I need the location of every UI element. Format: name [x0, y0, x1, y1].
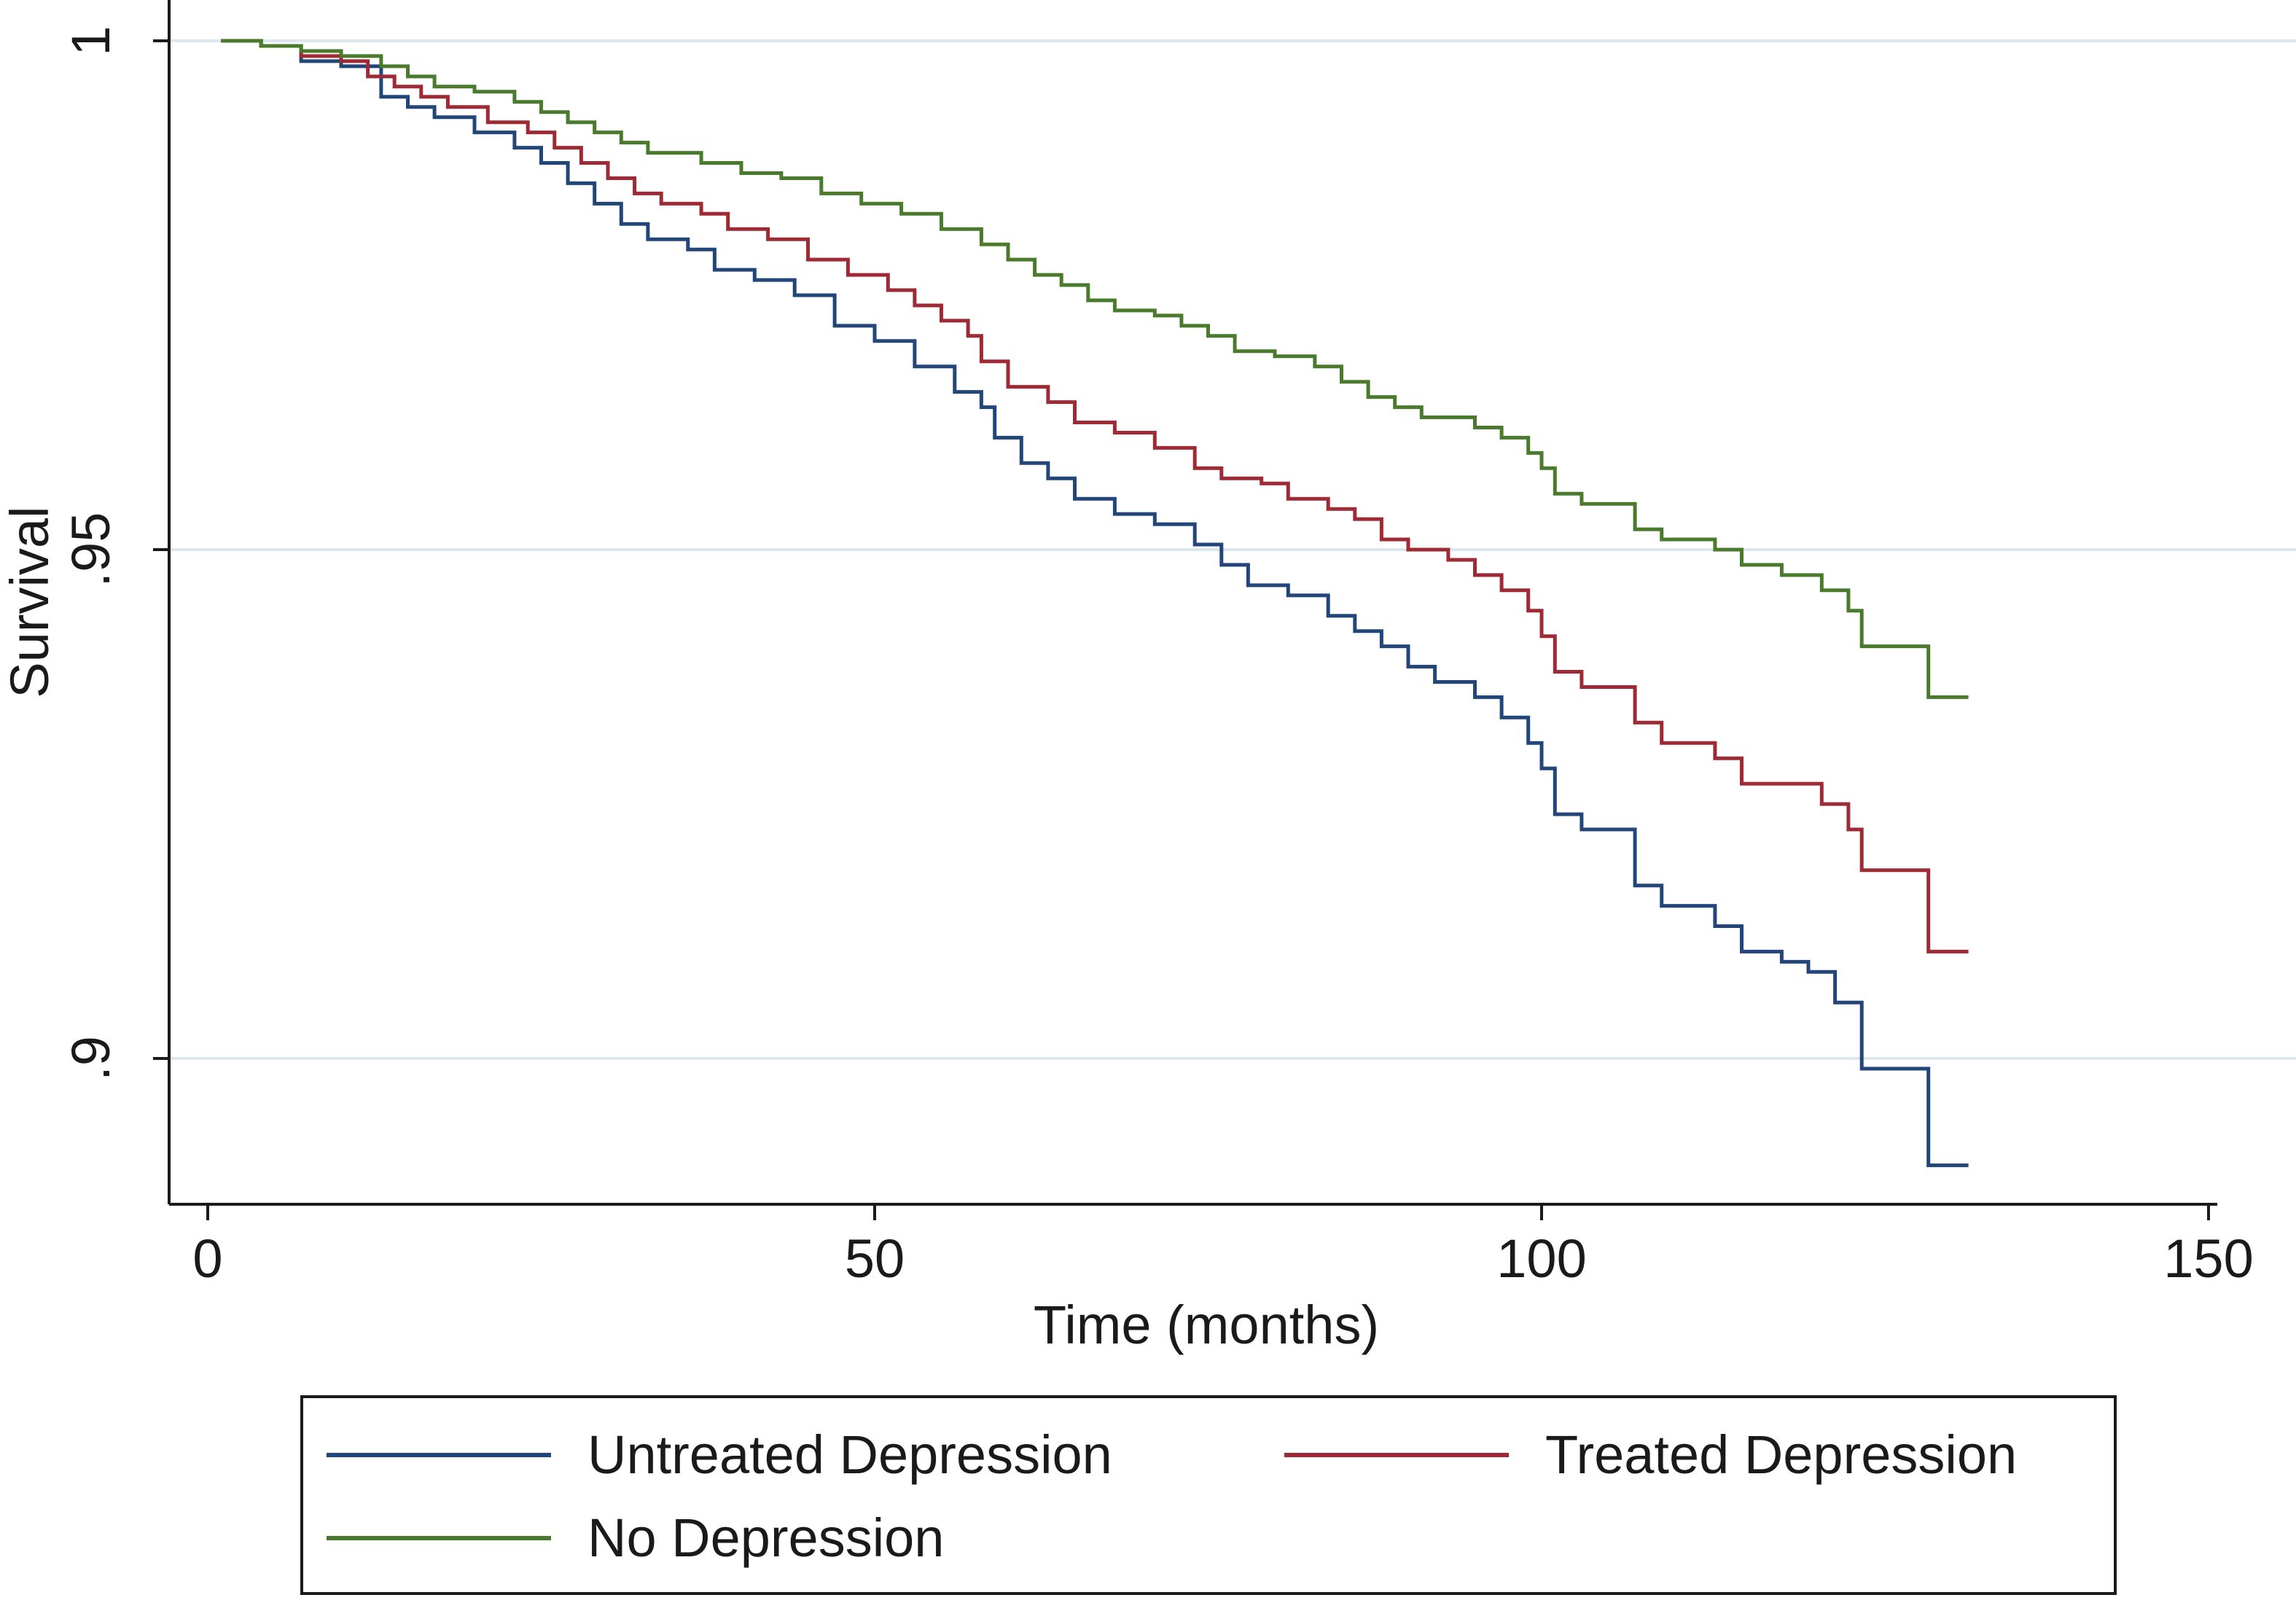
x-axis-title: Time (months) — [1034, 1295, 1379, 1355]
y-tick-label: .9 — [60, 1036, 121, 1081]
legend-label-untreated: Untreated Depression — [587, 1424, 1112, 1485]
x-tick-label: 150 — [2163, 1228, 2253, 1289]
y-tick-label: 1 — [60, 26, 121, 55]
legend-box — [300, 1395, 2117, 1595]
legend-label-treated: Treated Depression — [1545, 1424, 2017, 1485]
series-treated-depression — [221, 39, 1969, 953]
y-axis-title: Survival — [0, 506, 60, 698]
y-tick-label: .95 — [60, 512, 121, 588]
series-no-depression — [221, 39, 1969, 699]
x-tick-label: 100 — [1496, 1228, 1586, 1289]
x-tick-label: 0 — [192, 1228, 222, 1289]
y-ticks: .9 .95 1 — [60, 26, 169, 1081]
x-ticks: 0 50 100 150 — [192, 1204, 2254, 1289]
legend: Untreated Depression Treated Depression … — [300, 1395, 2117, 1595]
series-lines — [221, 39, 1969, 1168]
legend-label-no-depression: No Depression — [587, 1508, 944, 1568]
series-untreated-depression — [221, 39, 1969, 1168]
axes — [168, 0, 2217, 1206]
grid-lines — [169, 39, 2296, 1060]
x-tick-label: 50 — [845, 1228, 905, 1289]
